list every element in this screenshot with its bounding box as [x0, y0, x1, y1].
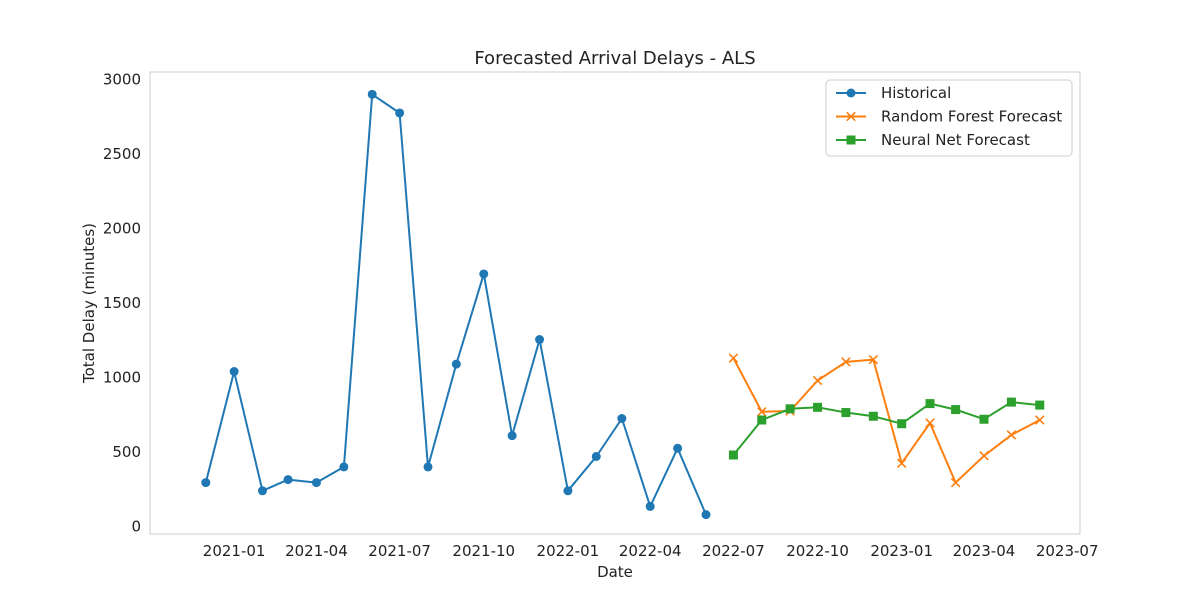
x-tick-label: 2021-10 [452, 542, 515, 560]
x-tick-label: 2021-07 [368, 542, 431, 560]
x-tick-label: 2023-01 [870, 542, 933, 560]
legend-label: Random Forest Forecast [881, 108, 1062, 126]
data-point [339, 462, 349, 472]
y-tick-label: 3000 [103, 70, 141, 88]
data-point [283, 475, 293, 485]
legend-marker [846, 88, 856, 98]
data-point [563, 486, 573, 496]
series-2 [728, 397, 1045, 460]
data-point [951, 405, 961, 415]
x-tick-label: 2022-10 [786, 542, 849, 560]
data-point [868, 354, 879, 365]
y-tick-label: 1000 [103, 369, 141, 387]
data-point [925, 418, 935, 428]
data-point [868, 411, 878, 421]
data-point [757, 415, 767, 425]
y-axis-label: Total Delay (minutes) [80, 223, 98, 384]
data-point [1035, 400, 1045, 410]
data-point [479, 269, 489, 279]
y-tick-label: 0 [131, 518, 141, 536]
y-tick-label: 500 [112, 443, 141, 461]
data-point [728, 450, 738, 460]
series-0 [201, 89, 711, 520]
data-point [979, 450, 989, 461]
data-point [812, 375, 823, 386]
y-tick-label: 2500 [103, 145, 141, 163]
x-tick-label: 2022-01 [537, 542, 600, 560]
series-layer [201, 89, 1045, 520]
legend-item: Random Forest Forecast [836, 108, 1062, 126]
data-point [896, 458, 907, 468]
y-axis-ticks: 0 500 1000 1500 2000 2500 3000 [103, 70, 141, 535]
chart-title: Forecasted Arrival Delays - ALS [474, 48, 755, 69]
legend-marker [846, 135, 856, 145]
data-point [535, 335, 545, 345]
data-point [201, 478, 211, 488]
data-point [1006, 397, 1016, 407]
data-point [257, 486, 267, 496]
legend-box [825, 79, 1073, 157]
data-point [507, 431, 517, 441]
data-point [673, 443, 683, 453]
y-tick-label: 2000 [103, 219, 141, 237]
series-line [732, 401, 1040, 456]
x-tick-label: 2022-07 [702, 542, 765, 560]
data-point [785, 404, 795, 414]
data-point [925, 399, 935, 409]
x-tick-label: 2022-04 [619, 542, 682, 560]
data-point [757, 407, 767, 417]
x-axis-label: Date [597, 563, 633, 581]
data-point [395, 108, 405, 118]
data-point [728, 353, 739, 363]
legend-item: Historical [836, 84, 951, 102]
data-point [645, 501, 655, 511]
legend-label: Neural Net Forecast [881, 131, 1030, 149]
x-tick-label: 2021-01 [203, 542, 266, 560]
data-point [841, 408, 851, 418]
data-point [897, 419, 907, 429]
data-point [701, 510, 711, 520]
data-point [367, 89, 377, 99]
data-point [841, 357, 851, 367]
data-point [591, 452, 601, 462]
data-point [311, 478, 321, 488]
x-tick-label: 2023-07 [1036, 542, 1099, 560]
data-point [1006, 430, 1017, 440]
data-point [979, 414, 989, 424]
legend-marker [846, 111, 856, 122]
x-axis-ticks: 2021-01 2021-04 2021-07 2021-10 2022-01 2022-… [203, 542, 1099, 560]
data-point [229, 367, 239, 377]
x-tick-label: 2021-04 [285, 542, 348, 560]
data-point [423, 462, 433, 472]
data-point [813, 402, 823, 412]
legend-item: Neural Net Forecast [836, 131, 1030, 149]
data-point [451, 359, 461, 369]
legend-label: Historical [881, 84, 951, 102]
data-point [617, 414, 627, 423]
x-tick-label: 2023-04 [953, 542, 1016, 560]
data-point [1034, 415, 1045, 425]
legend: Historical Random Forest Forecast Neural N… [825, 79, 1073, 157]
y-tick-label: 1500 [103, 294, 141, 312]
data-point [950, 477, 961, 488]
